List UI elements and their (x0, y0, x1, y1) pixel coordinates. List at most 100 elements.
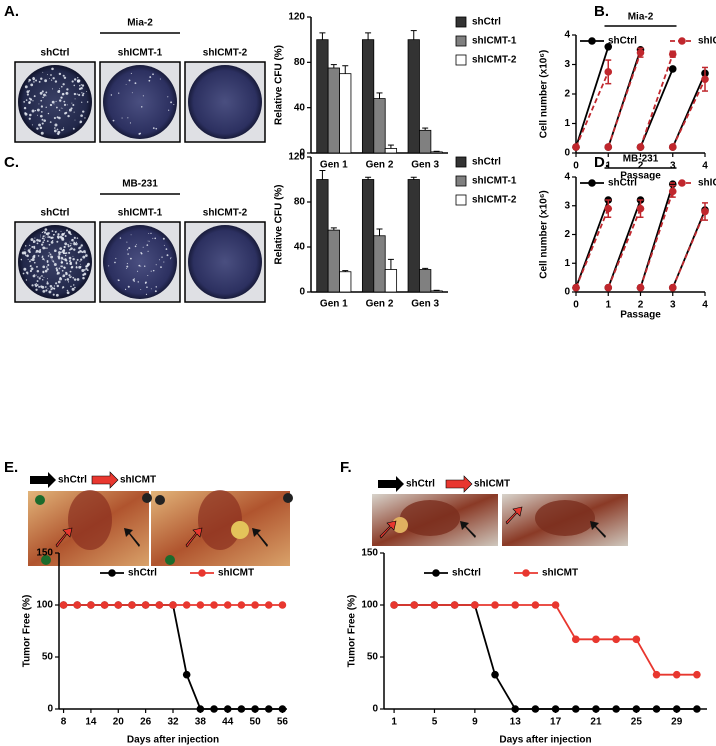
colony (69, 244, 72, 247)
point (430, 601, 439, 609)
colony (75, 266, 78, 269)
point (251, 705, 259, 713)
arrow-icon (30, 472, 56, 488)
panel-label: B. (594, 3, 609, 20)
arrow-label: shCtrl (406, 479, 435, 490)
colony (127, 253, 129, 255)
point (264, 705, 273, 713)
colony (142, 246, 144, 248)
colony (45, 106, 47, 108)
colony (58, 251, 61, 254)
colony (55, 230, 57, 232)
legend-marker (522, 569, 530, 577)
colony (81, 101, 83, 103)
chart-title: Mia-2 (628, 12, 654, 23)
colony (170, 257, 172, 259)
colony (63, 252, 66, 255)
colony (76, 243, 78, 244)
point (604, 283, 613, 292)
colony (47, 112, 50, 115)
colony (29, 248, 31, 250)
colony (61, 129, 64, 132)
cell-line: MB-231 (122, 179, 158, 190)
colony (155, 286, 157, 288)
colony (38, 103, 40, 105)
colony (46, 240, 49, 243)
colony (40, 105, 44, 108)
bar (419, 129, 432, 154)
colony (23, 267, 27, 271)
point (604, 43, 613, 51)
colony (37, 276, 39, 278)
legend-label: shCtrl (472, 17, 501, 28)
point (636, 283, 645, 292)
x-tick-label: 13 (510, 717, 522, 728)
colony (49, 253, 52, 256)
colony (67, 230, 71, 234)
colony (33, 241, 35, 244)
colony (80, 114, 83, 117)
colony (126, 268, 128, 270)
colony (65, 259, 68, 262)
point (531, 601, 540, 609)
colony (66, 289, 69, 292)
colony (115, 257, 117, 259)
y-tick-label: 1 (564, 118, 570, 129)
colony (42, 258, 45, 261)
point (612, 705, 620, 713)
colony (33, 240, 35, 242)
colony (64, 254, 67, 257)
colony (31, 124, 33, 126)
colony (46, 282, 49, 285)
colony (36, 242, 39, 245)
colony (43, 93, 46, 97)
colony (29, 113, 32, 117)
colony (57, 90, 61, 94)
point (511, 601, 520, 609)
colony (69, 262, 72, 265)
point (572, 143, 580, 151)
colony (30, 267, 34, 271)
colony (71, 102, 73, 104)
colony (81, 94, 84, 97)
colony (148, 233, 150, 234)
colony (44, 235, 46, 237)
colony (35, 274, 37, 276)
colony (32, 274, 36, 278)
colony (82, 110, 85, 113)
legend-label: shICMT (542, 568, 578, 579)
y-tick-label: 100 (36, 600, 53, 611)
point (182, 670, 191, 679)
colony (40, 131, 44, 135)
legend-label: shCtrl (128, 568, 157, 579)
legend-label: shICMT (698, 36, 716, 47)
colony (124, 288, 127, 290)
colony (68, 274, 71, 277)
arrow-label: shICMT (474, 479, 510, 490)
colony (69, 248, 71, 251)
colony (70, 285, 72, 288)
colony (33, 261, 36, 264)
x-tick-label: 0 (573, 300, 579, 311)
colony (24, 112, 27, 115)
colony (86, 90, 87, 92)
colony (35, 283, 37, 285)
legend-marker (588, 37, 596, 45)
colony (41, 90, 44, 93)
colony (43, 231, 47, 234)
colony (59, 277, 63, 281)
x-tick-label: 4 (702, 161, 708, 172)
bar (430, 290, 443, 293)
colony (48, 252, 50, 254)
legend-label: shCtrl (452, 568, 481, 579)
point (632, 635, 641, 644)
colony (27, 273, 29, 275)
colony (81, 269, 85, 273)
x-tick-label: 26 (140, 717, 152, 728)
colony (74, 286, 76, 289)
colony (63, 76, 67, 80)
colony (79, 120, 83, 124)
colony (60, 265, 62, 267)
colony (38, 123, 41, 127)
colony (25, 99, 28, 101)
